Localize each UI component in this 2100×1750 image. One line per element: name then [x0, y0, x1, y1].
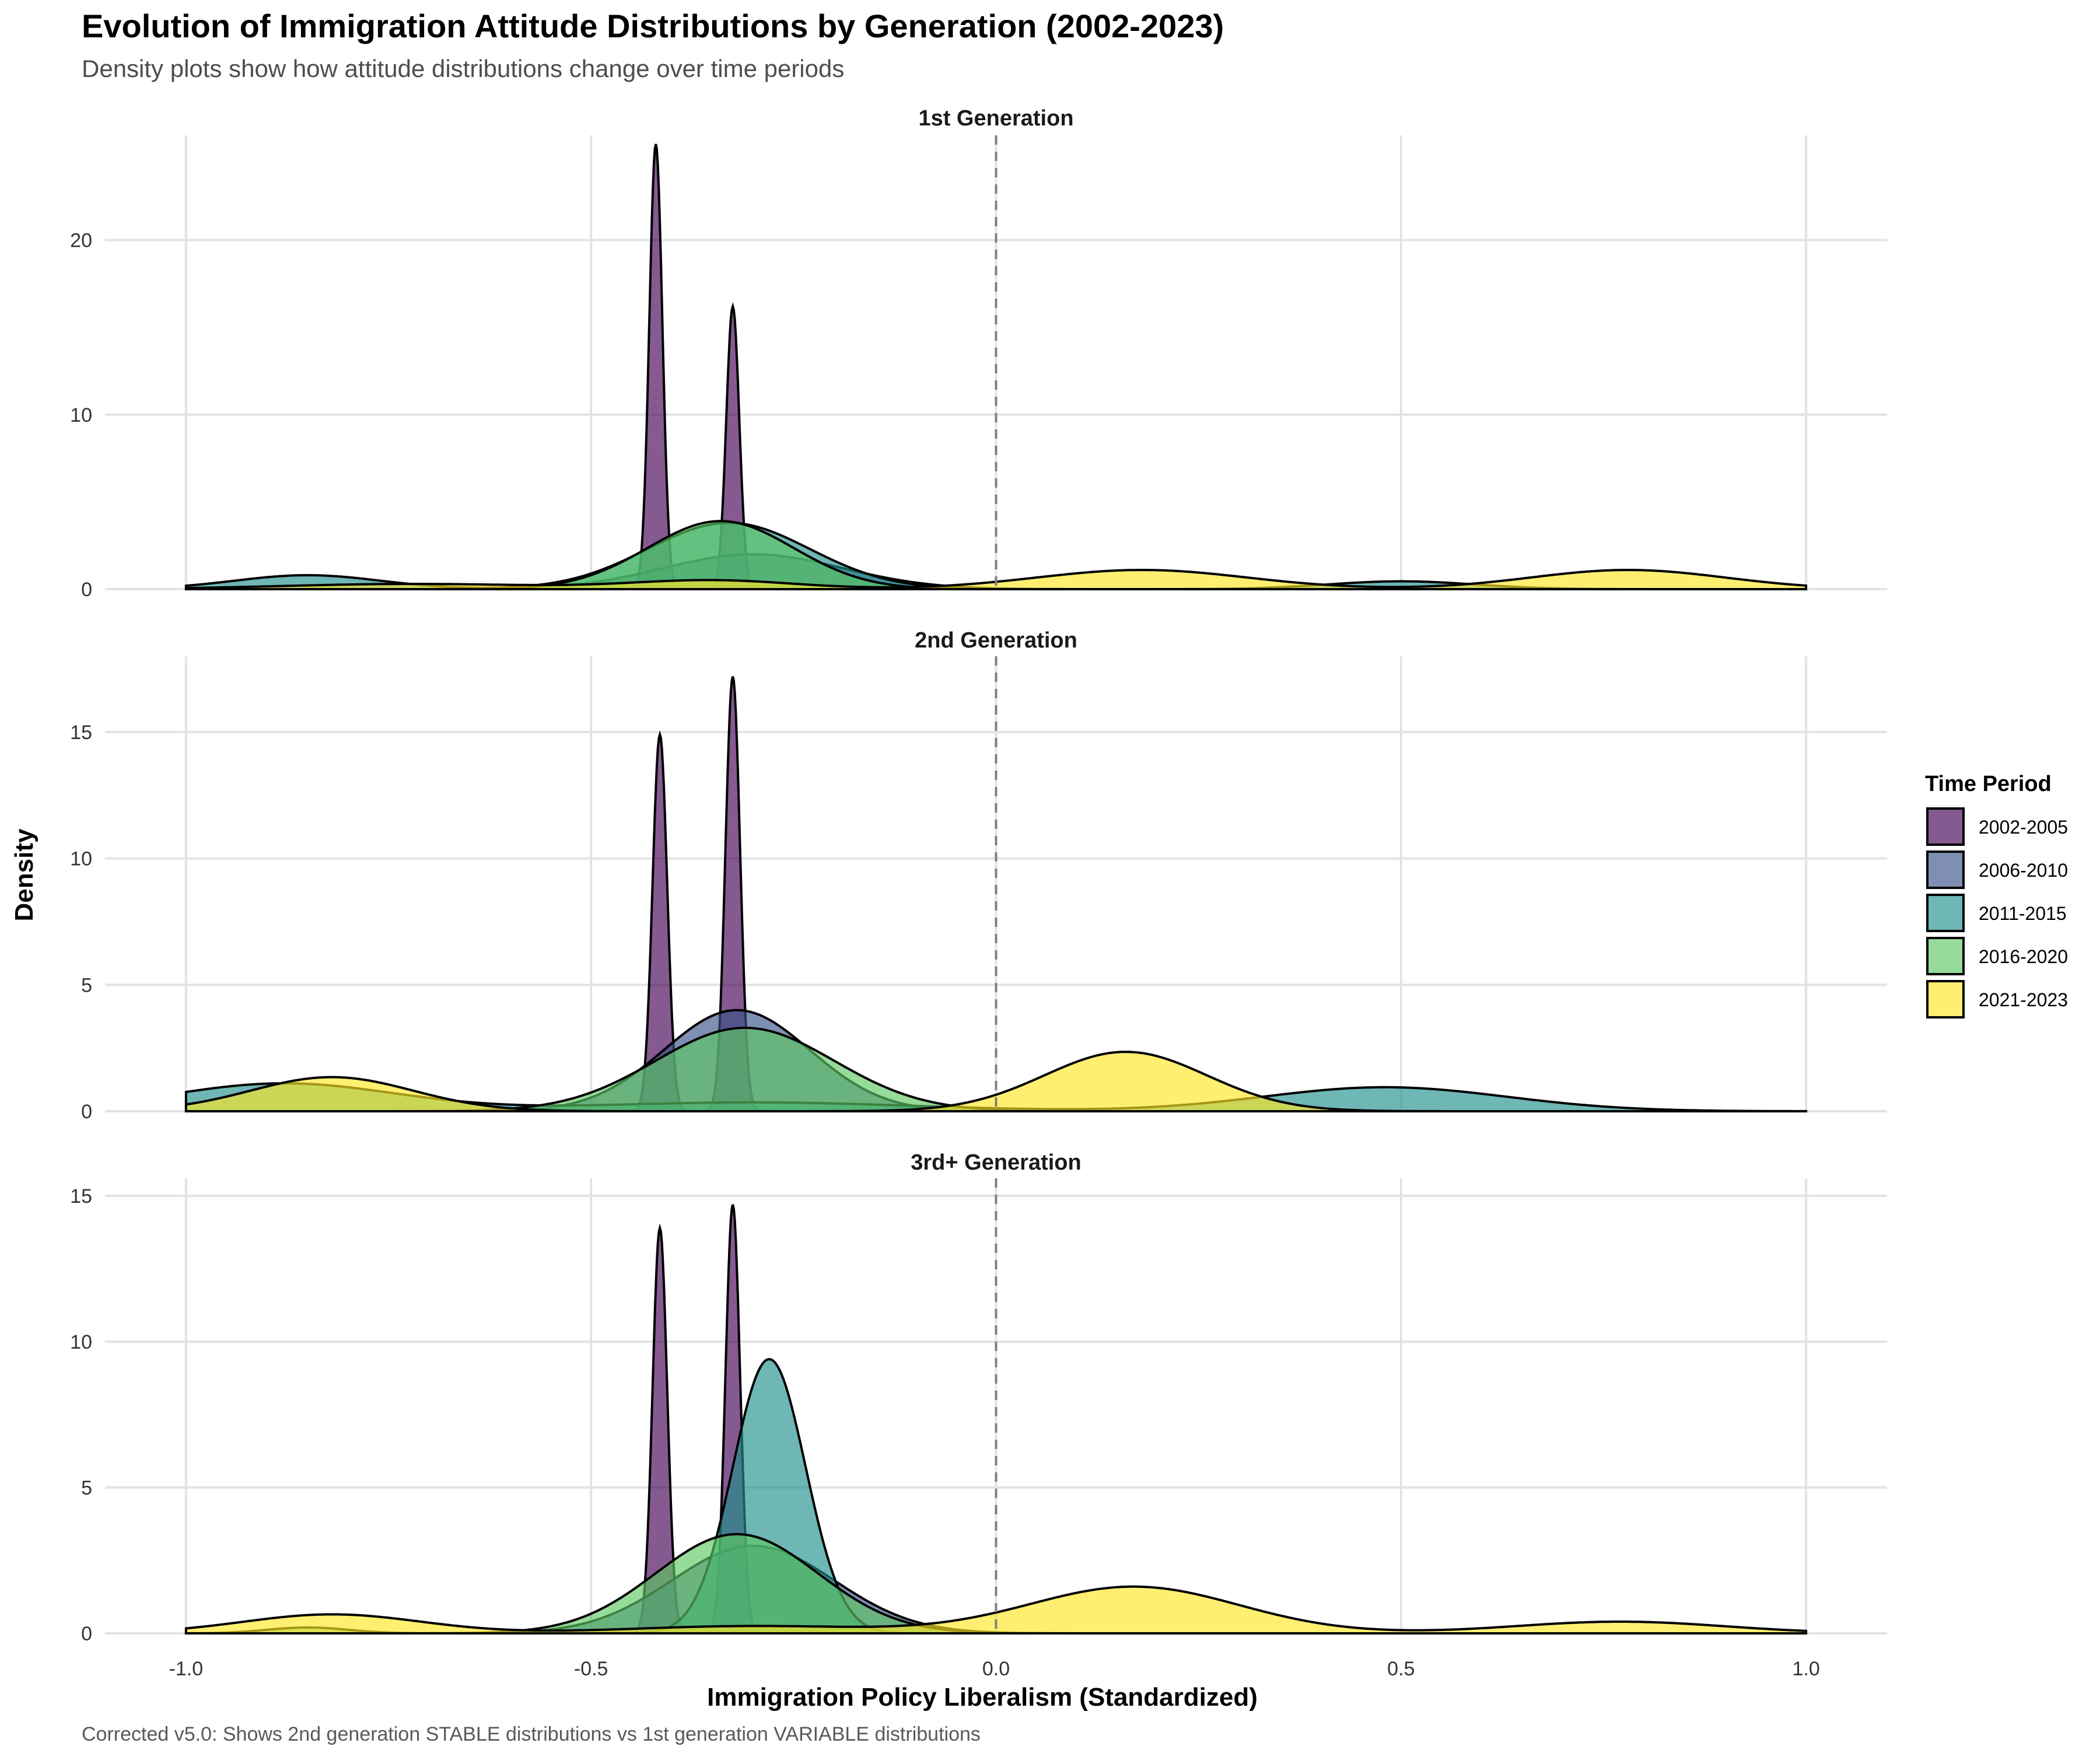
x-tick-label: 0.0	[982, 1658, 1010, 1680]
panel-1: 1st Generation 0 10 20	[70, 106, 1887, 601]
legend-title: Time Period	[1925, 772, 2052, 796]
legend-swatch	[1926, 807, 1965, 846]
legend-swatch	[1926, 850, 1965, 889]
y-tick-label: 15	[70, 1185, 92, 1208]
y-axis-title: Density	[10, 828, 38, 921]
legend-label: 2006-2010	[1979, 860, 2068, 881]
x-axis-title: Immigration Policy Liberalism (Standardi…	[707, 1683, 1258, 1712]
legend-label: 2002-2005	[1979, 817, 2068, 838]
y-tick-label: 5	[81, 974, 92, 996]
legend-swatch	[1926, 937, 1965, 975]
legend-label: 2011-2015	[1979, 903, 2067, 924]
legend-label: 2016-2020	[1979, 946, 2068, 967]
panel-3: 3rd+ Generation 0 5 10 15	[70, 1150, 1887, 1645]
chart-subtitle: Density plots show how attitude distribu…	[82, 55, 844, 82]
legend-label: 2021-2023	[1979, 989, 2068, 1010]
y-tick-label: 0	[81, 1101, 92, 1123]
y-tick-label: 20	[70, 230, 92, 252]
strip-label: 3rd+ Generation	[911, 1150, 1081, 1175]
y-tick-label: 5	[81, 1477, 92, 1499]
y-tick-label: 0	[81, 579, 92, 601]
x-tick-label: 0.5	[1387, 1658, 1415, 1680]
x-tick-label: 1.0	[1793, 1658, 1820, 1680]
panel-2: 2nd Generation 0 5 10 15	[70, 628, 1887, 1123]
y-tick-label: 0	[81, 1623, 92, 1645]
y-tick-label: 15	[70, 722, 92, 744]
legend-swatch	[1926, 980, 1965, 1019]
strip-label: 2nd Generation	[915, 628, 1077, 653]
x-tick-label: -0.5	[574, 1658, 608, 1680]
y-tick-label: 10	[70, 848, 92, 870]
x-tick-label: -1.0	[169, 1658, 204, 1680]
y-tick-label: 10	[70, 404, 92, 426]
y-tick-label: 10	[70, 1331, 92, 1353]
strip-label: 1st Generation	[918, 106, 1073, 131]
chart-title: Evolution of Immigration Attitude Distri…	[82, 8, 1224, 44]
chart-caption: Corrected v5.0: Shows 2nd generation STA…	[82, 1723, 981, 1745]
x-axis: -1.0 -0.5 0.0 0.5 1.0	[169, 1658, 1820, 1680]
legend-swatch	[1926, 894, 1965, 932]
legend: Time Period 2002-2005 2006-2010 2011-2015 2…	[1925, 772, 2068, 1019]
